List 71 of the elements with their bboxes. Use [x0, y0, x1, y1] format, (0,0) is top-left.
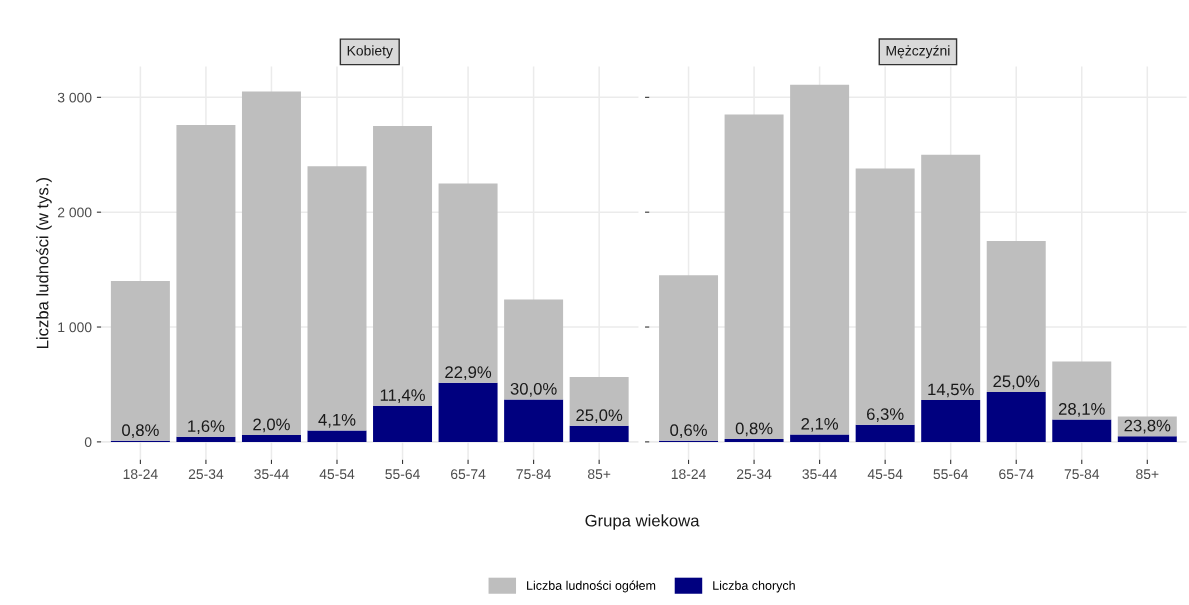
x-tick-label: 85+: [1136, 469, 1159, 480]
x-tick-label: 45-54: [867, 469, 903, 480]
bar: [373, 126, 433, 406]
chart-title: Mężczyźni: [886, 45, 950, 59]
annotation: 2,1%: [801, 417, 839, 432]
y-axis-title: Liczba ludności (w tys.): [36, 178, 52, 348]
annotation: 6,3%: [867, 408, 904, 422]
legend-label: Liczba chorych: [713, 580, 795, 593]
bar: [438, 382, 498, 442]
annotation: 2,0%: [253, 418, 290, 433]
annotation: 0,8%: [735, 422, 773, 437]
legend-label: Liczba ludności ogółem: [527, 580, 656, 593]
annotation: 0,8%: [122, 424, 159, 439]
bar: [1052, 361, 1112, 420]
x-tick-label: 25-34: [737, 469, 772, 480]
y-tick-label: 0: [84, 437, 92, 448]
annotation: 25,0%: [993, 375, 1040, 390]
annotation: 28,1%: [1058, 403, 1105, 417]
bar: [790, 434, 850, 442]
x-tick-label: 45-54: [319, 469, 355, 480]
bar: [110, 281, 170, 441]
annotation: 11,4%: [380, 389, 425, 403]
bar: [504, 399, 564, 442]
bar: [724, 439, 784, 442]
annotation: 30,0%: [510, 382, 557, 397]
bar: [241, 434, 301, 442]
x-tick-label: 18-24: [671, 469, 706, 480]
bar: [855, 168, 915, 425]
x-tick-label: 55-64: [385, 469, 420, 480]
bar: [438, 183, 498, 383]
y-tick-label: 2 000: [57, 207, 92, 218]
annotation: 25,0%: [576, 409, 623, 424]
y-tick-label: 3 000: [57, 92, 92, 103]
bar: [986, 391, 1046, 442]
x-tick-label: 55-64: [933, 469, 969, 480]
annotation: 23,8%: [1124, 419, 1171, 434]
bar: [176, 436, 236, 442]
bar: [921, 154, 981, 400]
bar: [307, 166, 367, 431]
x-tick-label: 25-34: [188, 469, 224, 480]
bar: [307, 430, 367, 442]
annotation: 14,5%: [928, 383, 974, 398]
y-tick-label: 1 000: [58, 322, 92, 333]
bar: [176, 124, 236, 437]
bar: [724, 114, 784, 440]
x-tick-label: 18-24: [123, 469, 158, 480]
x-tick-label: 75-84: [516, 469, 551, 480]
x-tick-label: 35-44: [254, 469, 289, 480]
annotation: 1,6%: [188, 420, 225, 434]
bar: [659, 275, 719, 441]
bar: [790, 84, 850, 435]
x-tick-label: 65-74: [451, 469, 486, 480]
bar: [1117, 436, 1177, 442]
x-tick-label: 85+: [587, 469, 611, 480]
x-axis-title: Grupa wiekowa: [585, 514, 700, 530]
bar: [986, 240, 1046, 392]
bar: [373, 405, 433, 442]
annotation: 22,9%: [445, 366, 492, 381]
x-tick-label: 75-84: [1064, 469, 1100, 480]
bar: [241, 91, 301, 435]
annotation: 4,1%: [318, 413, 356, 428]
bar: [504, 299, 564, 400]
bar: [921, 399, 981, 442]
chart-title: Kobiety: [347, 45, 393, 59]
bar: [569, 425, 629, 442]
annotation: 0,6%: [670, 424, 707, 439]
x-tick-label: 35-44: [802, 469, 837, 480]
bar: [1052, 419, 1112, 442]
bar: [855, 424, 915, 442]
bar: [569, 376, 629, 426]
x-tick-label: 65-74: [999, 469, 1034, 480]
